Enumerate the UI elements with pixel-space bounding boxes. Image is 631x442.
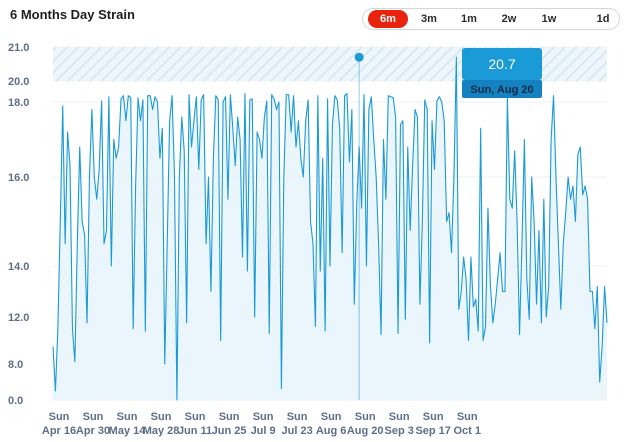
- strain-area-fill: [53, 57, 607, 400]
- strain-series-line: [52, 56, 608, 401]
- x-tick-weekday: Sun: [151, 411, 172, 423]
- range-1m-button[interactable]: 1m: [461, 13, 477, 25]
- x-tick-weekday: Sun: [355, 411, 376, 423]
- x-tick-date: May 28: [143, 425, 180, 437]
- y-tick-label: 16.0: [8, 172, 29, 184]
- time-range-selector: 6m 3m 1m 2w 1w 1d: [362, 8, 620, 30]
- range-1d-button[interactable]: 1d: [596, 13, 610, 25]
- x-tick-date: Apr 16: [42, 425, 76, 437]
- x-tick-date: Oct 1: [453, 425, 481, 437]
- y-tick-label: 20.0: [8, 76, 29, 88]
- x-tick-date: Jun 11: [178, 425, 212, 437]
- chart-title: 6 Months Day Strain: [10, 7, 135, 22]
- x-tick-weekday: Sun: [321, 411, 342, 423]
- x-tick-weekday: Sun: [219, 411, 240, 423]
- value-tooltip: 20.7 Sun, Aug 20: [462, 48, 542, 98]
- y-tick-label: 14.0: [8, 261, 29, 273]
- x-tick-date: Jun 25: [212, 425, 247, 437]
- x-tick-weekday: Sun: [423, 411, 444, 423]
- x-tick-date: Jul 9: [251, 425, 276, 437]
- x-tick-weekday: Sun: [253, 411, 274, 423]
- y-tick-label: 8.0: [8, 359, 23, 371]
- range-3m-button[interactable]: 3m: [421, 13, 437, 25]
- x-tick-date: Sep 17: [415, 425, 450, 437]
- x-tick-date: Aug 20: [347, 425, 384, 437]
- x-tick-date: Apr 30: [76, 425, 110, 437]
- highlight-point[interactable]: [354, 52, 364, 62]
- y-axis: 21.0 20.0 18.0 16.0 14.0 12.0 8.0 0.0: [8, 42, 29, 407]
- range-2w-button[interactable]: 2w: [501, 13, 517, 25]
- range-1w-button[interactable]: 1w: [541, 13, 557, 25]
- y-tick-label: 18.0: [8, 97, 29, 109]
- x-tick-weekday: Sun: [287, 411, 308, 423]
- x-tick-weekday: Sun: [117, 411, 138, 423]
- tooltip-value: 20.7: [488, 56, 515, 72]
- tooltip-date-box: [462, 80, 542, 98]
- x-tick-date: Aug 6: [316, 425, 347, 437]
- x-tick-date: Sep 3: [384, 425, 413, 437]
- tooltip-date: Sun, Aug 20: [470, 84, 533, 96]
- x-tick-weekday: Sun: [389, 411, 410, 423]
- x-tick-weekday: Sun: [49, 411, 70, 423]
- tooltip-value-box: [462, 48, 542, 80]
- y-tick-label: 0.0: [8, 395, 23, 407]
- y-tick-label: 21.0: [8, 42, 29, 54]
- x-tick-weekday: Sun: [457, 411, 478, 423]
- x-axis: Sun Apr 16 Sun Apr 30 Sun May 14 Sun May 28 Sun J…: [42, 411, 481, 437]
- x-tick-date: May 14: [109, 425, 147, 437]
- x-tick-weekday: Sun: [83, 411, 104, 423]
- x-tick-weekday: Sun: [185, 411, 206, 423]
- y-tick-label: 12.0: [8, 312, 29, 324]
- range-6m-button[interactable]: 6m: [368, 10, 408, 28]
- x-tick-date: Jul 23: [282, 425, 313, 437]
